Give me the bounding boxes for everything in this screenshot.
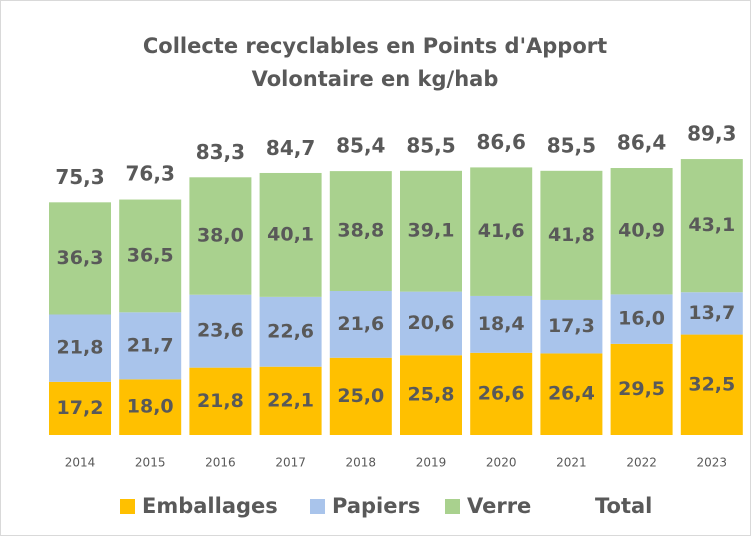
x-tick-label: 2015 — [135, 456, 166, 470]
data-label: 40,9 — [618, 220, 665, 242]
total-label: 85,5 — [547, 133, 596, 157]
bar-segment — [189, 294, 252, 368]
bar-segment — [540, 353, 603, 435]
bar-segment — [610, 294, 673, 344]
data-label: 41,6 — [478, 220, 525, 242]
bar-segment — [680, 159, 743, 293]
chart-title: Volontaire en kg/hab — [252, 67, 499, 91]
data-label: 29,5 — [618, 378, 665, 400]
total-label: 83,3 — [196, 140, 245, 164]
legend-swatch — [120, 499, 135, 514]
bar-segment — [610, 168, 673, 295]
bar-segment — [329, 357, 392, 435]
data-label: 21,8 — [197, 390, 244, 412]
data-label: 26,6 — [478, 382, 525, 404]
bar-segment — [400, 355, 462, 435]
total-label: 85,4 — [336, 134, 385, 158]
bar-segment — [329, 171, 392, 292]
bar-segment — [470, 295, 533, 353]
data-label: 38,0 — [197, 225, 244, 247]
x-tick-label: 2020 — [486, 456, 517, 470]
x-tick-label: 2019 — [416, 456, 447, 470]
bar-segment — [610, 343, 673, 435]
data-label: 36,3 — [57, 247, 104, 269]
total-label: 85,5 — [406, 133, 455, 157]
data-label: 21,8 — [57, 337, 104, 359]
bar-segment — [119, 199, 182, 313]
bar-segment — [400, 170, 462, 292]
bar-segment — [680, 334, 743, 435]
bar-segment — [259, 366, 322, 435]
total-label: 86,4 — [617, 131, 666, 155]
bar-segment — [49, 381, 111, 435]
data-label: 21,7 — [127, 334, 174, 356]
bar-segment — [259, 296, 322, 367]
data-label: 17,2 — [57, 397, 104, 419]
data-label: 22,6 — [267, 320, 314, 342]
data-label: 40,1 — [267, 223, 314, 245]
data-label: 23,6 — [197, 320, 244, 342]
bar-segment — [49, 202, 111, 315]
legend-label: Emballages — [142, 494, 278, 518]
bar-segment — [470, 352, 533, 435]
x-tick-label: 2014 — [65, 456, 96, 470]
legend-label: Total — [595, 494, 652, 518]
legend-swatch — [445, 499, 460, 514]
chart-title: Collecte recyclables en Points d'Apport — [143, 34, 607, 58]
data-label: 36,5 — [127, 244, 174, 266]
x-tick-label: 2018 — [346, 456, 377, 470]
data-label: 38,8 — [337, 220, 384, 242]
data-label: 22,1 — [267, 389, 314, 411]
data-label: 16,0 — [618, 308, 665, 330]
total-label: 89,3 — [687, 122, 736, 146]
legend-swatch — [310, 499, 325, 514]
total-label: 75,3 — [55, 165, 104, 189]
data-label: 17,3 — [548, 315, 595, 337]
total-label: 76,3 — [126, 162, 175, 186]
bar-segment — [329, 291, 392, 358]
bar-segment — [189, 177, 252, 295]
data-label: 18,0 — [127, 396, 174, 418]
total-label: 86,6 — [477, 130, 526, 154]
bar-segment — [119, 312, 182, 380]
bar-segment — [259, 172, 322, 297]
x-tick-label: 2021 — [556, 456, 587, 470]
data-label: 25,8 — [408, 384, 455, 406]
bar-segment — [470, 167, 533, 296]
x-tick-label: 2023 — [697, 456, 728, 470]
bar-segment — [189, 367, 252, 435]
data-label: 21,6 — [337, 313, 384, 335]
data-label: 41,8 — [548, 224, 595, 246]
data-label: 26,4 — [548, 383, 595, 405]
bar-segment — [540, 299, 603, 354]
data-label: 13,7 — [688, 302, 735, 324]
data-label: 32,5 — [688, 373, 735, 395]
x-tick-label: 2022 — [626, 456, 657, 470]
bar-segment — [540, 170, 603, 300]
bar-segment — [400, 291, 462, 356]
bar-segment — [119, 379, 182, 435]
legend-label: Verre — [467, 494, 531, 518]
data-label: 43,1 — [688, 214, 735, 236]
legend-label: Papiers — [332, 494, 420, 518]
data-label: 25,0 — [337, 385, 384, 407]
bar-segment — [49, 314, 111, 382]
x-tick-label: 2016 — [205, 456, 236, 470]
x-tick-label: 2017 — [275, 456, 306, 470]
total-label: 84,7 — [266, 136, 315, 160]
data-label: 39,1 — [408, 220, 455, 242]
data-label: 20,6 — [408, 312, 455, 334]
data-label: 18,4 — [478, 313, 525, 335]
bar-segment — [680, 292, 743, 335]
